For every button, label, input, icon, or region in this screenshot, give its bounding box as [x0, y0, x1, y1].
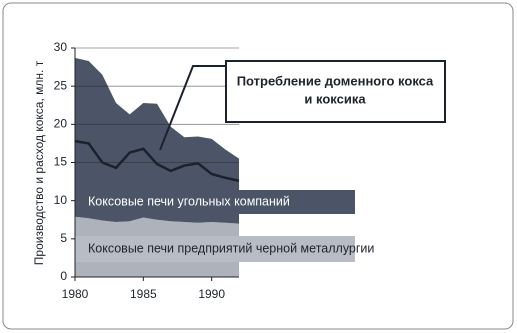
annotation-box	[225, 60, 446, 123]
x-tick-label: 1980	[62, 287, 89, 301]
line	[74, 139, 240, 183]
y-tick-label: 0	[60, 269, 67, 283]
y-tick-label: 15	[54, 155, 68, 169]
y-tick-label: 30	[54, 40, 68, 54]
y-axis-label: Производство и расход кокса, млн. т	[32, 60, 46, 265]
x-tick-label: 1990	[198, 287, 225, 301]
coal-label: Коксовые печи угольных компаний	[88, 194, 290, 208]
coal-label-band	[75, 190, 355, 214]
y-tick-label: 20	[54, 117, 68, 131]
steel-label: Коксовые печи предприятий черной металлу…	[88, 241, 374, 255]
area	[75, 57, 239, 224]
steel-label-band	[75, 236, 355, 262]
annotation: и коксика	[304, 91, 366, 106]
annotation: Потребление доменного кокса	[237, 73, 434, 88]
y-tick-label: 10	[54, 193, 68, 207]
band-labels: Коксовые печи угольных компаний Коксовые…	[75, 190, 374, 262]
callout-line	[159, 65, 226, 151]
y-tick-label: 5	[60, 231, 67, 245]
x-tick-label: 1985	[130, 287, 157, 301]
y-tick-label: 25	[54, 78, 68, 92]
